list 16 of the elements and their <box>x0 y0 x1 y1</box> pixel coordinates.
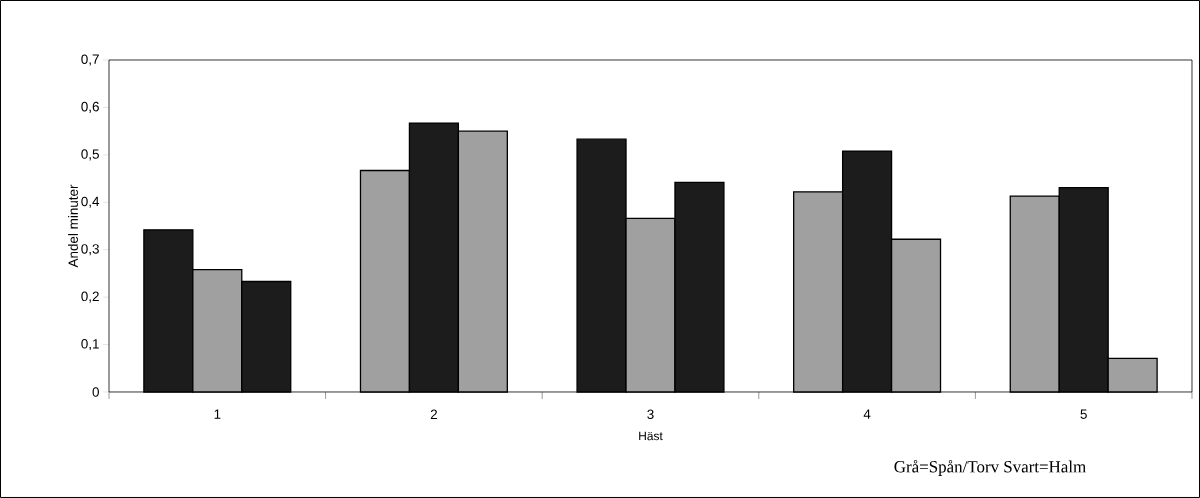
y-tick-label: 0,4 <box>81 196 100 208</box>
text: Grå=Spån/Torv Svart=Halm <box>894 460 1086 476</box>
y-tick-label: 0 <box>92 387 99 397</box>
y-tick-label: 0,3 <box>81 244 99 256</box>
y-tick-label: 0,2 <box>81 291 99 303</box>
x-tick-label: 4 <box>863 409 871 419</box>
x-tick-label: 1 <box>214 409 221 419</box>
x-axis-title: Häst <box>639 431 663 441</box>
x-tick-label: 3 <box>647 409 654 420</box>
y-tick-label: 0,7 <box>81 54 99 66</box>
y-tick-label: 0,6 <box>81 101 99 113</box>
x-tick-label: 5 <box>1080 409 1087 419</box>
y-tick-label: 0,1 <box>81 339 99 351</box>
y-tick-label: 0,5 <box>81 149 99 161</box>
y-axis-title: Andel minuter <box>68 184 78 268</box>
x-tick-label: 2 <box>430 409 437 419</box>
